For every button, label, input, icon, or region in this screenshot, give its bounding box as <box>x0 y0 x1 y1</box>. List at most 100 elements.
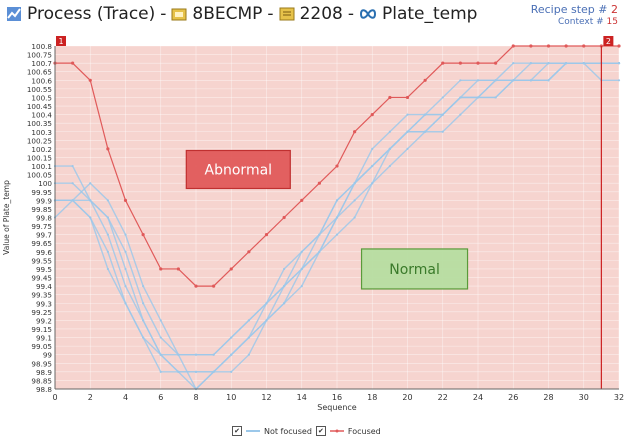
lot-icon <box>171 6 187 22</box>
normal-point <box>441 96 444 99</box>
abnormal-annotation-box <box>185 149 291 190</box>
focused-point <box>141 233 145 237</box>
normal-annotation-label: Normal <box>389 262 440 278</box>
normal-point <box>494 79 497 82</box>
normal-point <box>142 319 145 322</box>
focused-checkbox[interactable]: ✔ <box>315 426 326 436</box>
focused-point <box>370 113 374 117</box>
normal-point <box>124 250 127 253</box>
y-tick-label: 99.35 <box>31 291 52 300</box>
recipe-step-info: Recipe step # 2 Context # 15 <box>531 3 618 29</box>
x-tick-label: 10 <box>226 393 236 402</box>
normal-point <box>300 285 303 288</box>
normal-point <box>424 113 427 116</box>
focused-point <box>335 164 339 168</box>
x-tick-label: 28 <box>543 393 553 402</box>
normal-point <box>459 96 462 99</box>
normal-point <box>441 113 444 116</box>
y-tick-label: 99.8 <box>36 214 52 223</box>
focused-point <box>300 198 304 202</box>
focused-point <box>582 44 586 48</box>
normal-point <box>230 353 233 356</box>
x-tick-label: 2 <box>88 393 93 402</box>
y-tick-label: 99.1 <box>36 334 52 343</box>
normal-point <box>617 79 621 82</box>
normal-point <box>71 182 74 185</box>
trace-chart-icon <box>6 6 22 22</box>
normal-point <box>230 370 233 373</box>
x-tick-label: 0 <box>52 393 57 402</box>
normal-point <box>106 216 109 219</box>
chart-legend: ✔ Not focused ✔ Focused <box>232 426 381 436</box>
focused-point <box>564 44 568 48</box>
page-title: Process (Trace) - 8BECMP - 2208 - Plate_… <box>6 4 477 24</box>
page-header: Process (Trace) - 8BECMP - 2208 - Plate_… <box>0 0 624 34</box>
normal-point <box>371 147 374 150</box>
focused-point <box>388 95 392 100</box>
y-tick-label: 99.3 <box>36 299 52 308</box>
focused-point <box>71 61 75 65</box>
normal-point <box>265 302 268 305</box>
y-tick-label: 100.75 <box>27 51 52 60</box>
focused-point <box>282 215 286 220</box>
normal-point <box>353 216 356 219</box>
y-tick-label: 99.65 <box>31 239 52 248</box>
y-tick-label: 98.8 <box>36 385 52 394</box>
y-tick-label: 99.85 <box>31 205 52 214</box>
abnormal-annotation-label: Abnormal <box>205 162 273 178</box>
normal-point <box>494 96 497 99</box>
normal-point <box>89 199 92 202</box>
normal-point <box>300 267 303 271</box>
focused-point <box>511 44 515 48</box>
focused-point <box>546 44 551 48</box>
y-tick-label: 100.7 <box>31 59 52 68</box>
normal-point <box>318 233 321 236</box>
normal-point <box>406 147 409 150</box>
lot-id: 8BECMP <box>192 4 263 24</box>
normal-point <box>124 233 127 236</box>
focused-point <box>229 267 233 271</box>
focused-point <box>212 284 216 288</box>
y-tick-label: 99.7 <box>36 231 52 240</box>
y-tick-label: 100.4 <box>31 111 52 120</box>
y-tick-label: 99.15 <box>31 325 52 334</box>
not-focused-checkbox[interactable]: ✔ <box>232 426 242 436</box>
normal-point <box>71 164 74 168</box>
normal-point <box>283 302 286 305</box>
normal-point <box>406 113 409 116</box>
normal-point <box>388 164 391 168</box>
recipe-step-value: 2 <box>611 3 618 16</box>
focused-point <box>353 130 357 134</box>
infinity-icon <box>359 6 377 22</box>
normal-point <box>335 233 339 236</box>
y-tick-label: 99.75 <box>31 222 52 231</box>
y-tick-label: 99.55 <box>31 256 52 265</box>
normal-point <box>529 62 532 65</box>
y-tick-label: 100.35 <box>27 119 52 128</box>
step-marker-box <box>56 36 66 46</box>
y-tick-label: 100.65 <box>27 68 52 77</box>
normal-point <box>230 336 233 339</box>
normal-point <box>318 250 321 253</box>
normal-point <box>124 302 127 305</box>
x-tick-label: 18 <box>367 393 377 402</box>
y-tick-label: 100.6 <box>31 76 52 85</box>
y-tick-label: 100.2 <box>31 145 52 154</box>
normal-point <box>353 182 356 185</box>
step-marker-box <box>603 36 614 46</box>
y-tick-label: 98.9 <box>36 368 52 377</box>
normal-point <box>283 267 286 271</box>
normal-point <box>424 130 427 133</box>
focused-point <box>176 267 180 271</box>
normal-point <box>194 353 198 356</box>
focused-swatch <box>329 429 344 433</box>
context-label: Context # <box>558 17 604 27</box>
normal-point <box>159 353 162 356</box>
title-separator-3: - <box>347 4 354 24</box>
y-tick-label: 100.45 <box>27 102 52 111</box>
title-separator-2: - <box>267 4 274 24</box>
legend-focused-label: Focused <box>347 426 381 436</box>
normal-point <box>89 182 92 185</box>
context-value: 15 <box>606 17 618 27</box>
